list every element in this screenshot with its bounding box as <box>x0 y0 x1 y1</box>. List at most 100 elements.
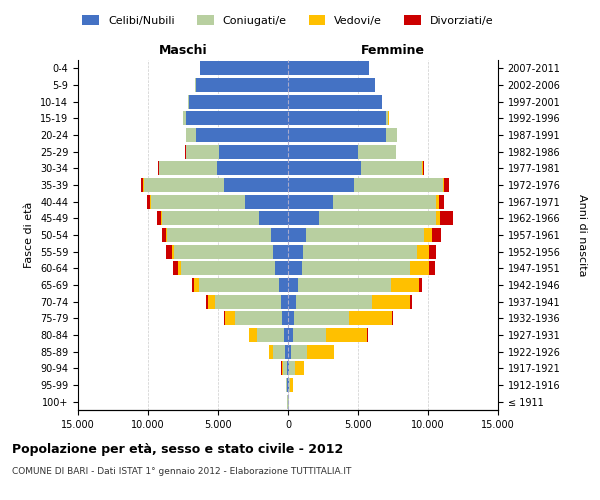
Bar <box>224 311 225 326</box>
Bar <box>423 162 424 175</box>
Bar <box>288 211 319 226</box>
Bar <box>358 144 395 159</box>
Bar <box>220 144 288 159</box>
Bar <box>159 162 217 175</box>
Bar <box>206 294 208 308</box>
Bar <box>157 211 161 226</box>
Bar <box>186 128 196 142</box>
Bar <box>319 211 436 226</box>
Bar <box>288 278 298 292</box>
Bar <box>288 328 293 342</box>
Bar <box>288 344 292 359</box>
Y-axis label: Anni di nascita: Anni di nascita <box>577 194 587 276</box>
Bar <box>200 62 288 76</box>
Bar <box>307 344 334 359</box>
Bar <box>296 294 372 308</box>
Bar <box>288 78 374 92</box>
Bar <box>410 294 412 308</box>
Bar <box>424 228 431 242</box>
Bar <box>196 78 288 92</box>
Bar <box>178 261 181 276</box>
Bar <box>275 261 288 276</box>
Bar <box>288 112 386 126</box>
Bar <box>144 178 224 192</box>
Bar <box>431 228 441 242</box>
Bar <box>386 128 397 142</box>
Bar <box>162 211 259 226</box>
Bar <box>194 278 199 292</box>
Bar <box>386 112 388 126</box>
Bar <box>257 328 284 342</box>
Bar <box>142 178 143 192</box>
Bar <box>215 294 281 308</box>
Bar <box>288 144 358 159</box>
Bar <box>410 261 428 276</box>
Bar <box>148 194 150 209</box>
Bar <box>151 194 245 209</box>
Bar <box>172 244 174 259</box>
Bar <box>292 344 307 359</box>
Bar <box>445 178 449 192</box>
Bar <box>396 144 397 159</box>
Bar <box>288 162 361 175</box>
Bar <box>332 194 436 209</box>
Bar <box>288 94 382 109</box>
Bar <box>429 244 436 259</box>
Bar <box>439 194 443 209</box>
Bar <box>287 378 288 392</box>
Bar <box>269 344 274 359</box>
Text: Popolazione per età, sesso e stato civile - 2012: Popolazione per età, sesso e stato civil… <box>12 442 343 456</box>
Bar <box>303 244 416 259</box>
Bar <box>428 261 435 276</box>
Bar <box>259 211 288 226</box>
Bar <box>245 194 288 209</box>
Bar <box>188 94 288 109</box>
Bar <box>173 261 178 276</box>
Bar <box>174 244 274 259</box>
Bar <box>288 378 289 392</box>
Bar <box>288 194 332 209</box>
Bar <box>288 244 303 259</box>
Bar <box>162 228 166 242</box>
Bar <box>416 244 429 259</box>
Bar <box>186 144 220 159</box>
Bar <box>349 311 392 326</box>
Bar <box>287 361 288 376</box>
Bar <box>288 361 289 376</box>
Bar <box>295 361 304 376</box>
Bar <box>436 211 440 226</box>
Bar <box>288 311 294 326</box>
Bar <box>293 328 326 342</box>
Bar <box>158 162 159 175</box>
Text: Maschi: Maschi <box>158 44 208 57</box>
Bar <box>249 328 257 342</box>
Bar <box>298 278 391 292</box>
Bar <box>283 361 287 376</box>
Bar <box>290 378 293 392</box>
Bar <box>224 178 288 192</box>
Bar <box>302 261 410 276</box>
Bar <box>367 328 368 342</box>
Bar <box>419 278 422 292</box>
Bar <box>167 228 271 242</box>
Bar <box>284 328 288 342</box>
Bar <box>286 378 287 392</box>
Bar <box>150 194 151 209</box>
Bar <box>199 278 279 292</box>
Bar <box>436 194 439 209</box>
Bar <box>288 294 296 308</box>
Bar <box>391 278 419 292</box>
Text: Femmine: Femmine <box>361 44 425 57</box>
Bar <box>192 278 194 292</box>
Bar <box>285 344 288 359</box>
Bar <box>353 178 443 192</box>
Bar <box>422 162 423 175</box>
Bar <box>183 112 186 126</box>
Bar <box>274 344 285 359</box>
Bar <box>271 228 288 242</box>
Bar <box>225 311 235 326</box>
Bar <box>392 311 394 326</box>
Bar <box>443 178 445 192</box>
Bar <box>326 328 367 342</box>
Bar <box>196 128 288 142</box>
